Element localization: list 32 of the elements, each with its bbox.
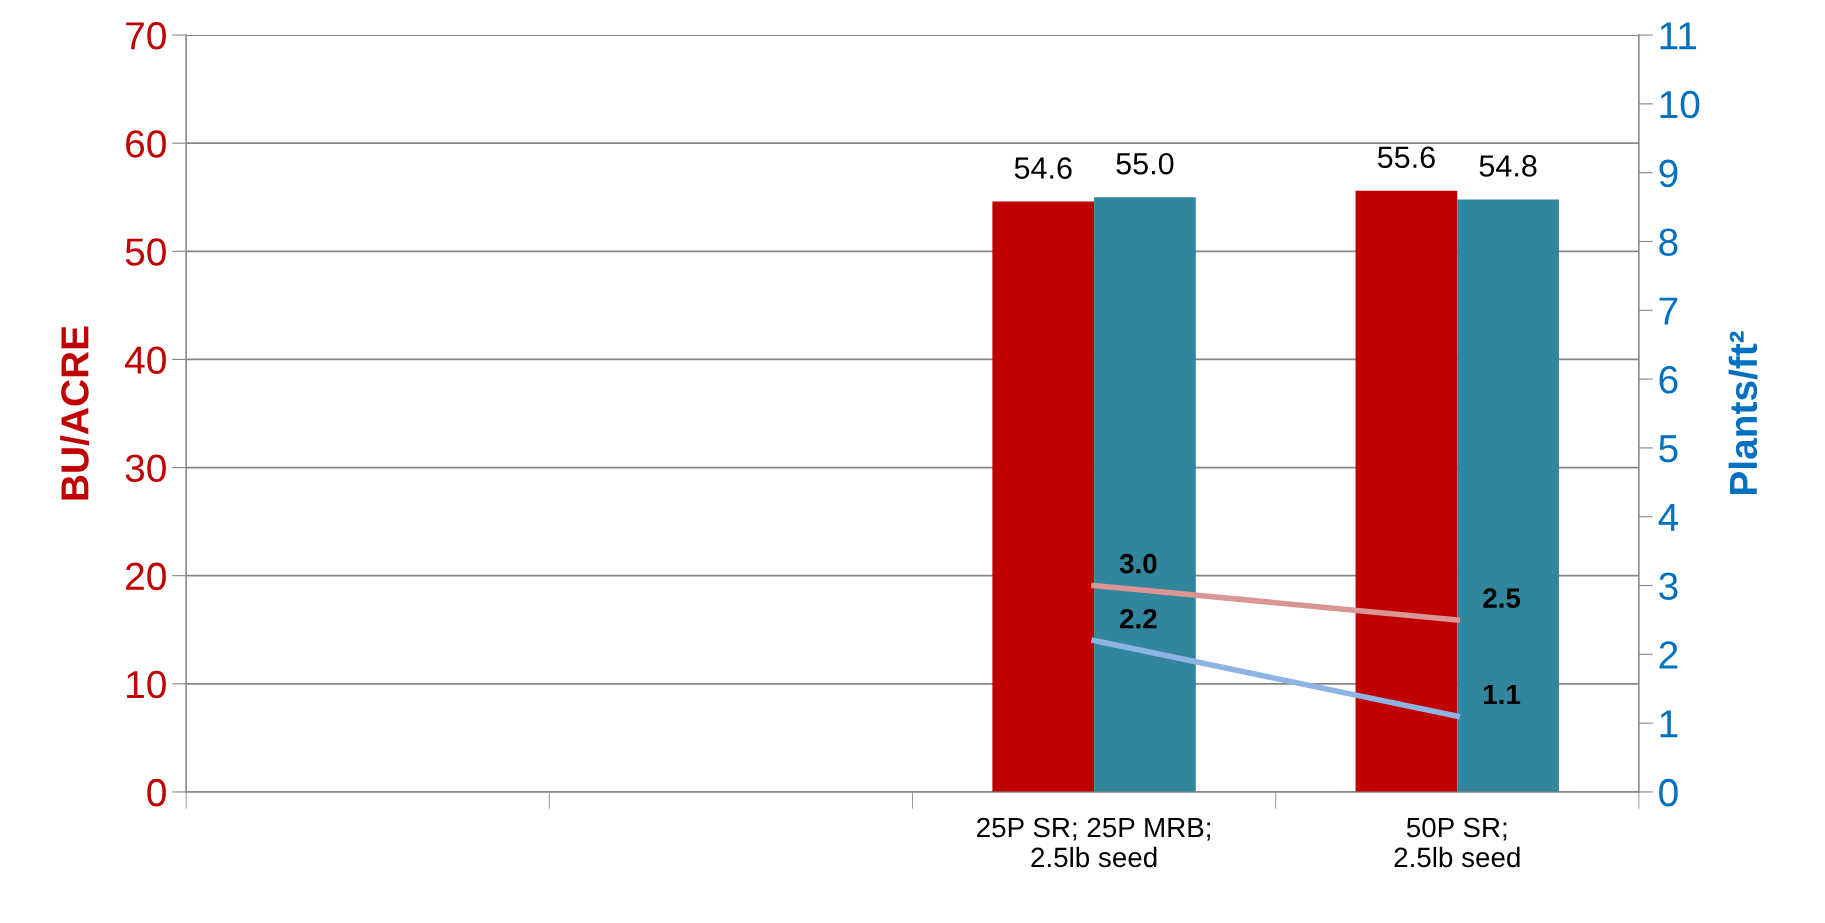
y2-tick-label: 11 [1660,22,1697,50]
x-tick-label: 25P SR; 25P MRB; 2.5lb seed [977,817,1210,868]
y-tick-label: 10 [127,670,166,699]
data-label: 1.1 [1484,684,1521,704]
data-label: 54.6 [1014,157,1072,179]
y2-tick-label: 3 [1659,572,1678,600]
y2-tick-label: 6 [1659,366,1678,394]
y2-tick-label: 8 [1659,228,1678,256]
y-tick-label: 40 [125,346,166,374]
y-tick-label: 60 [126,130,166,158]
data-label: 54.8 [1479,155,1537,177]
data-label: 2.2 [1120,608,1157,629]
y2-tick-label: 10 [1660,90,1700,119]
y-tick-label: 50 [125,238,166,266]
x-tick-label: 50P SR; 2.5lb seed [1394,817,1520,868]
y2-tick-label: 0 [1659,778,1678,807]
data-label: 2.5 [1483,588,1521,608]
y2-tick-label: 9 [1659,159,1678,188]
y-axis-title: BU/ACRE [60,326,90,500]
y-tick-label: 30 [125,454,166,483]
y-tick-label: 20 [126,562,166,591]
y2-tick-label: 2 [1659,641,1678,669]
y2-tick-label: 4 [1658,504,1679,531]
y2-tick-label: 5 [1659,435,1678,463]
data-label: 3.0 [1119,553,1157,574]
data-label: 55.6 [1377,146,1435,169]
y2-axis-title: Plants/ft² [1728,331,1758,495]
data-label: 55.0 [1116,152,1174,175]
y-tick-label: 0 [147,778,166,807]
y-tick-label: 70 [126,22,166,50]
y2-tick-label: 7 [1659,297,1678,325]
y2-tick-label: 1 [1660,710,1678,738]
